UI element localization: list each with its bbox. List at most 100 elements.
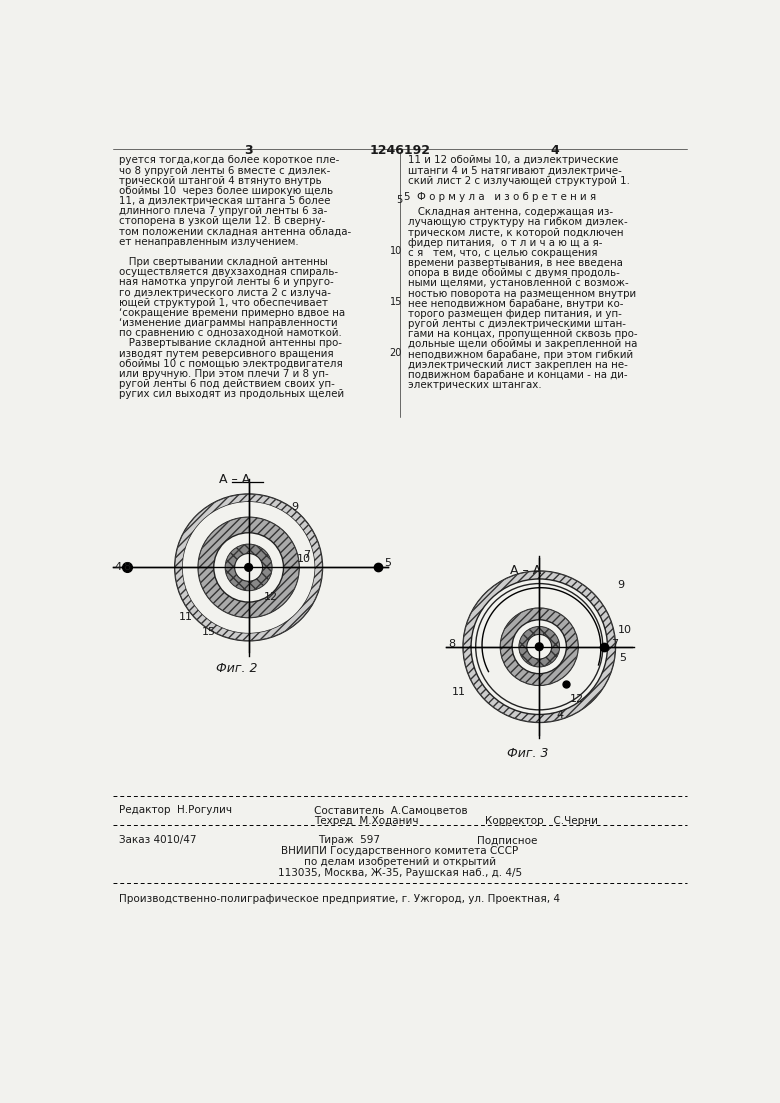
Ellipse shape [214, 533, 283, 602]
Text: трической штангой 4 втянуто внутрь: трической штангой 4 втянуто внутрь [119, 175, 322, 185]
Text: 1246192: 1246192 [369, 143, 431, 157]
Text: ет ненаправленным излучением.: ет ненаправленным излучением. [119, 237, 299, 247]
Text: Составитель  А.Самоцветов: Составитель А.Самоцветов [314, 805, 468, 815]
Text: 11: 11 [179, 612, 193, 622]
Ellipse shape [519, 627, 559, 666]
Ellipse shape [471, 579, 608, 715]
Text: по делам изобретений и открытий: по делам изобретений и открытий [303, 857, 496, 867]
Text: 9: 9 [618, 580, 625, 590]
Text: или вручную. При этом плечи 7 и 8 уп-: или вручную. При этом плечи 7 и 8 уп- [119, 368, 329, 379]
Text: диэлектрический лист закреплен на не-: диэлектрический лист закреплен на не- [407, 360, 627, 370]
Text: изводят путем реверсивного вращения: изводят путем реверсивного вращения [119, 349, 334, 358]
Text: руется тогда,когда более короткое пле-: руется тогда,когда более короткое пле- [119, 156, 339, 165]
Text: том положении складная антенна облада-: том положении складная антенна облада- [119, 226, 352, 237]
Text: ругих сил выходят из продольных щелей: ругих сил выходят из продольных щелей [119, 389, 344, 399]
Text: электрических штангах.: электрических штангах. [407, 381, 541, 390]
Text: с я   тем, что, с целью сокращения: с я тем, что, с целью сокращения [407, 248, 597, 258]
Text: ругой ленты 6 под действием своих уп-: ругой ленты 6 под действием своих уп- [119, 379, 335, 389]
Ellipse shape [225, 544, 272, 590]
Text: осуществляется двухзаходная спираль-: осуществляется двухзаходная спираль- [119, 267, 339, 277]
Text: ностью поворота на размещенном внутри: ностью поворота на размещенном внутри [407, 289, 636, 299]
Text: ругой ленты с диэлектрическими штан-: ругой ленты с диэлектрическими штан- [407, 319, 626, 329]
Text: Развертывание складной антенны про-: Развертывание складной антенны про- [119, 339, 342, 349]
Text: ными щелями, установленной с возмож-: ными щелями, установленной с возмож- [407, 278, 628, 289]
Text: ная намотка упругой ленты 6 и упруго-: ная намотка упругой ленты 6 и упруго- [119, 278, 334, 288]
Text: 11 и 12 обоймы 10, а диэлектрические: 11 и 12 обоймы 10, а диэлектрические [407, 156, 618, 165]
Text: 15: 15 [390, 297, 402, 307]
Text: 4: 4 [556, 710, 563, 720]
Text: 20: 20 [390, 347, 402, 357]
Ellipse shape [235, 554, 263, 581]
Text: 3: 3 [244, 143, 253, 157]
Ellipse shape [175, 494, 322, 641]
Text: Корректор   С.Черни: Корректор С.Черни [485, 816, 598, 826]
Text: 113035, Москва, Ж-35, Раушская наб., д. 4/5: 113035, Москва, Ж-35, Раушская наб., д. … [278, 868, 522, 878]
Text: А – А: А – А [509, 564, 541, 577]
Text: 7: 7 [303, 550, 310, 560]
Text: стопорена в узкой щели 12. В сверну-: стопорена в узкой щели 12. В сверну- [119, 216, 325, 226]
Circle shape [535, 643, 543, 651]
Text: длинного плеча 7 упругой ленты 6 за-: длинного плеча 7 упругой ленты 6 за- [119, 206, 328, 216]
Text: гами на концах, пропущенной сквозь про-: гами на концах, пропущенной сквозь про- [407, 330, 637, 340]
Text: Складная антенна, содержащая из-: Складная антенна, содержащая из- [407, 207, 612, 217]
Text: Тираж  597: Тираж 597 [318, 835, 381, 845]
Text: 4: 4 [551, 143, 559, 157]
Text: 10: 10 [296, 554, 310, 564]
Ellipse shape [175, 494, 322, 641]
Text: нее неподвижном барабане, внутри ко-: нее неподвижном барабане, внутри ко- [407, 299, 623, 309]
Ellipse shape [519, 627, 559, 666]
Text: 5: 5 [619, 653, 626, 663]
Ellipse shape [463, 571, 615, 722]
Ellipse shape [225, 544, 272, 590]
Text: Заказ 4010/47: Заказ 4010/47 [119, 835, 197, 845]
Ellipse shape [512, 620, 566, 674]
Text: 9: 9 [291, 502, 299, 512]
Text: 12: 12 [264, 592, 278, 602]
Text: 10: 10 [390, 246, 402, 256]
Text: 4: 4 [115, 563, 122, 572]
Text: Фиг. 2: Фиг. 2 [216, 662, 257, 675]
Circle shape [245, 564, 253, 571]
Ellipse shape [476, 583, 603, 710]
Text: 7: 7 [612, 639, 619, 649]
Text: фидер питания,  о т л и ч а ю щ а я-: фидер питания, о т л и ч а ю щ а я- [407, 238, 602, 248]
Text: Редактор  Н.Рогулич: Редактор Н.Рогулич [119, 805, 232, 815]
Text: 5: 5 [395, 195, 402, 205]
Text: 15: 15 [202, 628, 216, 638]
Ellipse shape [198, 517, 299, 618]
Text: А – А: А – А [219, 473, 250, 485]
Text: ющей структурой 1, что обеспечивает: ющей структурой 1, что обеспечивает [119, 298, 328, 308]
Ellipse shape [501, 608, 578, 685]
Text: времени развертывания, в нее введена: времени развертывания, в нее введена [407, 258, 622, 268]
Text: 8: 8 [448, 639, 455, 649]
Ellipse shape [183, 502, 314, 633]
Ellipse shape [183, 502, 314, 633]
Text: 12: 12 [570, 695, 584, 705]
Ellipse shape [198, 517, 299, 618]
Text: штанги 4 и 5 натягивают диэлектриче-: штанги 4 и 5 натягивают диэлектриче- [407, 165, 622, 175]
Text: ‘изменение диаграммы направленности: ‘изменение диаграммы направленности [119, 318, 338, 328]
Text: ВНИИПИ Государственного комитета СССР: ВНИИПИ Государственного комитета СССР [281, 846, 519, 856]
Text: трическом листе, к которой подключен: трическом листе, к которой подключен [407, 227, 623, 237]
Text: неподвижном барабане, при этом гибкий: неподвижном барабане, при этом гибкий [407, 350, 633, 360]
Text: ‘сокращение времени примерно вдвое на: ‘сокращение времени примерно вдвое на [119, 308, 346, 318]
Text: Фиг. 3: Фиг. 3 [507, 747, 548, 760]
Text: лучающую структуру на гибком диэлек-: лучающую структуру на гибком диэлек- [407, 217, 627, 227]
Text: торого размещен фидер питания, и уп-: торого размещен фидер питания, и уп- [407, 309, 622, 319]
Text: 8: 8 [123, 563, 130, 572]
Text: дольные щели обоймы и закрепленной на: дольные щели обоймы и закрепленной на [407, 340, 637, 350]
Ellipse shape [501, 608, 578, 685]
Text: 10: 10 [618, 625, 632, 635]
Text: 5: 5 [385, 558, 392, 568]
Ellipse shape [526, 634, 551, 658]
Text: обоймы 10 с помощью электродвигателя: обоймы 10 с помощью электродвигателя [119, 358, 343, 368]
Text: При свертывании складной антенны: При свертывании складной антенны [119, 257, 328, 267]
Text: чо 8 упругой ленты 6 вместе с диэлек-: чо 8 упругой ленты 6 вместе с диэлек- [119, 165, 331, 175]
Text: по сравнению с однозаходной намоткой.: по сравнению с однозаходной намоткой. [119, 329, 342, 339]
Text: подвижном барабане и концами - на ди-: подвижном барабане и концами - на ди- [407, 370, 627, 379]
Text: Производственно-полиграфическое предприятие, г. Ужгород, ул. Проектная, 4: Производственно-полиграфическое предприя… [119, 893, 560, 903]
Text: 11, а диэлектрическая штанга 5 более: 11, а диэлектрическая штанга 5 более [119, 196, 331, 206]
Text: обоймы 10  через более широкую щель: обоймы 10 через более широкую щель [119, 186, 333, 196]
Text: 5  Ф о р м у л а   и з о б р е т е н и я: 5 Ф о р м у л а и з о б р е т е н и я [403, 192, 596, 202]
Text: опора в виде обоймы с двумя продоль-: опора в виде обоймы с двумя продоль- [407, 268, 619, 278]
